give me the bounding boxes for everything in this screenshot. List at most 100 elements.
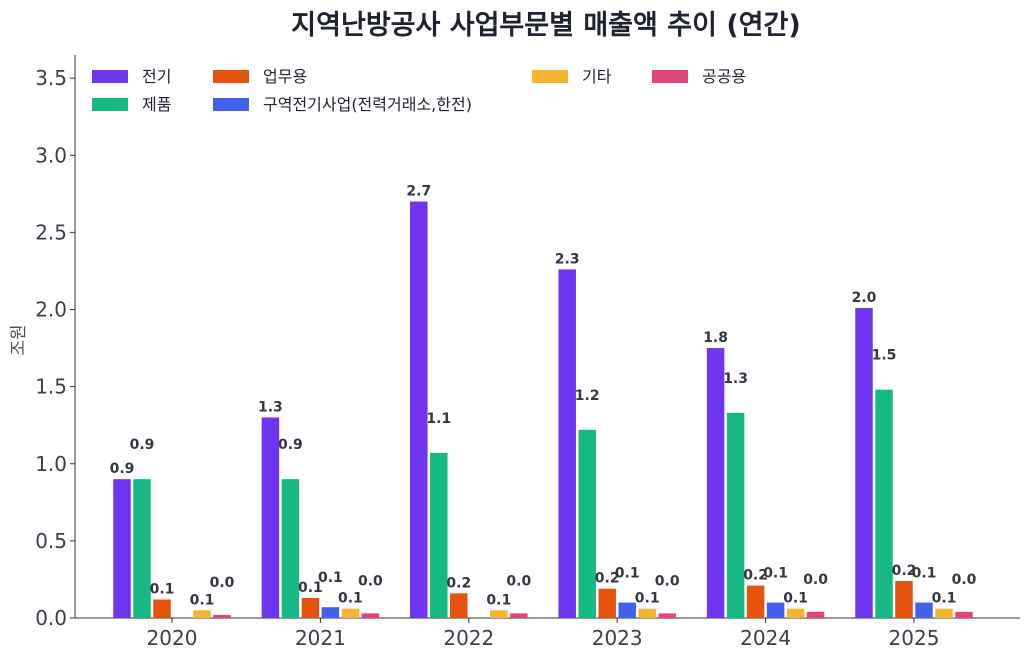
legend-swatch xyxy=(532,70,568,83)
bar-2022-1 xyxy=(430,452,448,618)
data-label: 0.9 xyxy=(110,461,135,477)
data-label: 0.2 xyxy=(446,575,471,591)
data-label: 0.2 xyxy=(743,568,768,584)
legend-swatch xyxy=(213,98,249,111)
data-label: 0.1 xyxy=(763,566,788,582)
bar-2024-4 xyxy=(786,608,805,618)
data-label: 1.2 xyxy=(575,388,600,404)
bar-2022-4 xyxy=(490,610,508,618)
bar-2023-3 xyxy=(618,602,636,618)
data-label: 0.1 xyxy=(912,566,937,582)
data-labels-group: 0.90.90.10.10.01.30.90.10.10.10.02.71.10… xyxy=(110,184,977,609)
data-label: 1.3 xyxy=(258,399,283,415)
bar-2020-2 xyxy=(153,599,171,618)
x-tick-label: 2022 xyxy=(443,626,494,650)
data-label: 0.1 xyxy=(298,580,323,596)
y-tick-label: 2.5 xyxy=(35,220,67,244)
legend-swatch xyxy=(92,70,128,83)
y-tick-label: 3.5 xyxy=(35,66,67,90)
x-tick-label: 2021 xyxy=(295,626,346,650)
data-label: 0.2 xyxy=(595,571,620,587)
data-label: 1.3 xyxy=(723,371,748,387)
bar-2020-0 xyxy=(113,479,131,618)
data-label: 0.0 xyxy=(210,575,235,591)
data-label: 0.1 xyxy=(150,581,175,597)
data-label: 1.8 xyxy=(703,330,728,346)
bar-2020-4 xyxy=(193,610,211,618)
y-tick-label: 2.0 xyxy=(35,298,67,322)
y-axis: 0.0 0.5 1.0 1.5 2.0 2.5 3.0 3.5 xyxy=(35,55,76,630)
bar-2025-0 xyxy=(855,307,873,618)
y-tick-label: 0.5 xyxy=(35,529,67,553)
data-label: 0.9 xyxy=(278,437,303,453)
bar-2024-2 xyxy=(746,585,765,618)
bar-2025-5 xyxy=(955,611,973,618)
data-label: 0.1 xyxy=(486,592,511,608)
data-label: 0.1 xyxy=(615,566,640,582)
bar-2021-3 xyxy=(321,607,340,618)
data-label: 0.1 xyxy=(318,570,343,586)
data-label: 0.0 xyxy=(506,573,531,589)
bar-2024-0 xyxy=(706,348,725,618)
data-label: 0.1 xyxy=(338,591,363,607)
data-label: 1.1 xyxy=(426,411,451,427)
data-label: 0.2 xyxy=(892,563,917,579)
legend-label: 구역전기사업(전력거래소,한전) xyxy=(263,95,472,114)
bar-2024-3 xyxy=(766,602,785,618)
legend-swatch xyxy=(92,98,128,111)
data-label: 0.9 xyxy=(130,437,155,453)
y-tick-label: 0.0 xyxy=(35,606,67,630)
y-tick-label: 1.0 xyxy=(35,452,67,476)
bar-2021-2 xyxy=(301,597,320,618)
chart-title: 지역난방공사 사업부문별 매출액 추이 (연간) xyxy=(291,10,800,41)
bar-2021-5 xyxy=(361,613,380,618)
bar-2023-5 xyxy=(658,613,676,618)
legend-swatch xyxy=(652,70,688,83)
data-label: 0.0 xyxy=(952,572,977,588)
bar-2025-4 xyxy=(935,608,953,618)
y-tick-label: 3.0 xyxy=(35,143,67,167)
data-label: 0.1 xyxy=(190,592,215,608)
bar-2023-2 xyxy=(598,588,616,618)
bar-2024-5 xyxy=(806,611,825,618)
legend-label: 제품 xyxy=(142,95,171,114)
bar-2021-1 xyxy=(281,479,300,618)
bar-2023-0 xyxy=(558,269,576,618)
legend-label: 기타 xyxy=(582,67,612,86)
x-tick-label: 2025 xyxy=(889,626,940,650)
legend-label: 전기 xyxy=(142,67,171,86)
legend-label: 공공용 xyxy=(702,67,746,86)
bar-2024-1 xyxy=(726,412,745,618)
bar-2022-0 xyxy=(410,201,428,618)
bar-2023-1 xyxy=(578,429,596,618)
bar-2022-5 xyxy=(510,613,528,618)
data-label: 0.0 xyxy=(655,573,680,589)
data-label: 2.7 xyxy=(406,184,431,200)
x-axis: 2020 2021 2022 2023 2024 2025 xyxy=(75,617,1020,650)
data-label: 2.0 xyxy=(852,290,877,306)
bar-2021-0 xyxy=(261,417,280,618)
legend-label: 업무용 xyxy=(263,67,307,86)
data-label: 0.1 xyxy=(783,591,808,607)
data-label: 0.1 xyxy=(635,591,660,607)
data-label: 1.5 xyxy=(872,348,897,364)
bar-2025-1 xyxy=(875,389,893,618)
data-label: 0.0 xyxy=(803,572,828,588)
data-label: 2.3 xyxy=(555,251,580,267)
bar-2022-2 xyxy=(450,593,468,618)
bar-2020-5 xyxy=(213,614,231,618)
x-tick-label: 2023 xyxy=(592,626,643,650)
bar-2023-4 xyxy=(638,608,656,618)
bar-2025-3 xyxy=(915,602,933,618)
legend-swatch xyxy=(213,70,249,83)
bars-group xyxy=(113,201,973,618)
y-axis-label: 조원 xyxy=(9,324,29,355)
data-label: 0.1 xyxy=(932,591,957,607)
x-tick-label: 2024 xyxy=(740,626,791,650)
y-tick-label: 1.5 xyxy=(35,375,67,399)
bar-2020-1 xyxy=(133,479,151,618)
x-tick-label: 2020 xyxy=(147,626,198,650)
